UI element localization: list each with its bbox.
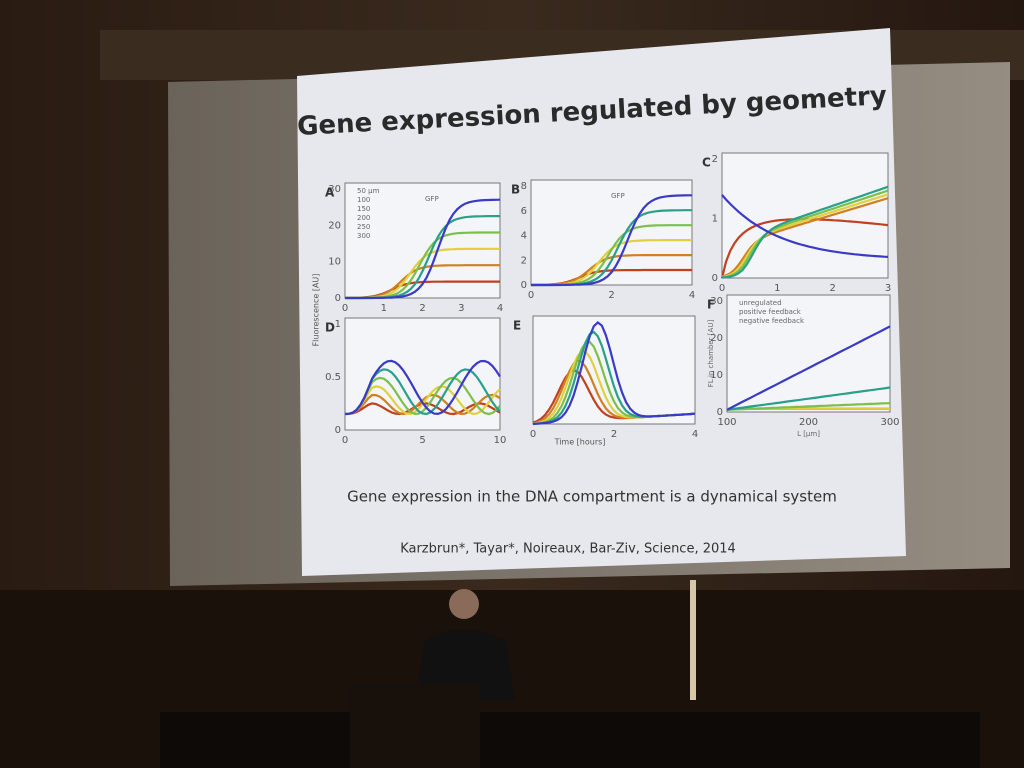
x-tick-label: 3 <box>885 283 891 294</box>
x-tick-label: 2 <box>611 429 617 440</box>
curve <box>721 194 889 258</box>
x-tick-label: 0 <box>528 290 534 301</box>
curve <box>726 386 891 411</box>
x-tick-label: 0 <box>342 435 348 446</box>
y-tick-label: 2 <box>712 154 718 165</box>
table <box>160 712 980 768</box>
curve <box>721 185 889 279</box>
y-tick-label: 4 <box>521 231 527 242</box>
legend-entry: 50 µm <box>357 187 380 195</box>
y-tick-label: 20 <box>328 220 341 231</box>
curve <box>532 320 696 426</box>
x-tick-label: 0 <box>342 303 348 314</box>
plot-frame <box>726 294 891 413</box>
panel-label: D <box>325 321 335 335</box>
y-tick-label: 1 <box>712 214 718 225</box>
diagram-note: GFP <box>425 195 439 203</box>
x-tick-label: 0 <box>719 283 725 294</box>
curve <box>344 393 501 416</box>
y-tick-label: 30 <box>710 296 723 307</box>
speaker-body <box>415 630 515 700</box>
curve <box>721 189 889 279</box>
x-tick-label: 4 <box>689 290 695 301</box>
y-tick-label: 20 <box>710 333 723 344</box>
curve <box>345 198 501 300</box>
curve <box>721 197 889 278</box>
light-strip <box>690 580 696 700</box>
citation: Karzbrun*, Tayar*, Noireaux, Bar-Ziv, Sc… <box>400 542 736 557</box>
panel-label: F <box>707 298 715 312</box>
x-axis-label: Time [hours] <box>554 438 606 447</box>
y-tick-label: 0 <box>521 280 527 291</box>
x-tick-label: 4 <box>692 429 698 440</box>
curve <box>721 193 889 279</box>
x-tick-label: 3 <box>458 303 464 314</box>
x-tick-label: 2 <box>419 303 425 314</box>
podium <box>350 684 480 768</box>
curve <box>344 359 501 416</box>
y-tick-label: 0.5 <box>325 372 341 383</box>
speaker-head <box>449 589 479 619</box>
y-tick-label: 6 <box>521 206 527 217</box>
legend-entry: 100 <box>357 196 370 204</box>
y-tick-label: 0 <box>335 293 341 304</box>
panel-x-label: L [µm] <box>797 430 820 438</box>
slide-caption: Gene expression in the DNA compartment i… <box>347 488 837 506</box>
curve <box>531 194 692 287</box>
legend-entry: 150 <box>357 205 370 213</box>
panel-y-label: FL in chamber [AU] <box>707 320 715 388</box>
legend-entry: 300 <box>357 232 370 240</box>
diagram-note: GFP <box>611 192 625 200</box>
x-tick-label: 300 <box>880 417 899 428</box>
y-tick-label: 8 <box>521 181 527 192</box>
legend-entry: 250 <box>357 223 370 231</box>
y-tick-label: 1 <box>335 319 341 330</box>
x-tick-label: 0 <box>530 429 536 440</box>
panel-label: A <box>325 186 335 200</box>
panel-label: E <box>513 319 521 333</box>
curve <box>726 325 891 411</box>
x-tick-label: 2 <box>829 283 835 294</box>
x-tick-label: 5 <box>419 435 425 446</box>
y-axis-label: Fluorescence [AU] <box>312 274 321 347</box>
x-tick-label: 1 <box>774 283 780 294</box>
curve <box>726 402 891 411</box>
legend-entry: negative feedback <box>739 317 805 325</box>
x-tick-label: 100 <box>717 417 736 428</box>
y-tick-label: 10 <box>710 370 723 381</box>
panel-label: C <box>702 156 711 170</box>
legend-entry: 200 <box>357 214 370 222</box>
y-tick-label: 2 <box>521 255 527 266</box>
y-tick-label: 10 <box>328 257 341 268</box>
panel-label: B <box>511 183 520 197</box>
plot-frame <box>532 315 696 425</box>
legend-entry: positive feedback <box>739 308 802 316</box>
y-tick-label: 0 <box>712 273 718 284</box>
y-tick-label: 0 <box>335 425 341 436</box>
legend-entry: unregulated <box>739 299 782 307</box>
y-tick-label: 0 <box>717 407 723 418</box>
curve <box>720 218 889 279</box>
x-tick-label: 1 <box>381 303 387 314</box>
x-tick-label: 2 <box>608 290 614 301</box>
x-tick-label: 10 <box>494 435 507 446</box>
x-tick-label: 4 <box>497 303 503 314</box>
y-tick-label: 30 <box>328 184 341 195</box>
x-tick-label: 200 <box>799 417 818 428</box>
